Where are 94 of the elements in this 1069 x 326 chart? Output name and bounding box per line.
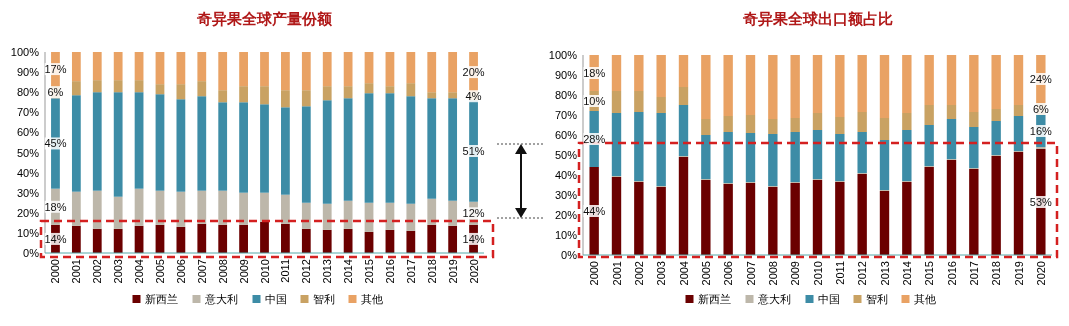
- chart-title: 奇异果全球出口额占比: [741, 10, 893, 27]
- y-tick-label: 40%: [16, 166, 40, 179]
- x-tick-label: 2012: [300, 259, 313, 284]
- x-tick-label: 2003: [112, 259, 125, 284]
- legend-label: 中国: [817, 293, 840, 305]
- x-tick-label: 2001: [70, 259, 83, 284]
- x-tick-label: 2000: [49, 259, 62, 284]
- x-tick-label: 2004: [677, 261, 690, 286]
- x-tick-label: 2010: [258, 259, 271, 284]
- y-tick-label: 100%: [10, 46, 40, 58]
- x-tick-label: 2009: [237, 259, 250, 284]
- y-tick-label: 80%: [16, 86, 40, 99]
- y-tick-label: 20%: [554, 209, 578, 221]
- x-tick-label: 2019: [446, 259, 459, 284]
- y-tick-label: 10%: [16, 226, 40, 239]
- x-tick-label: 2016: [945, 261, 958, 286]
- x-tick-label: 2007: [744, 261, 757, 286]
- y-tick-label: 80%: [554, 89, 578, 101]
- chart-title: 奇异果全球产量份额: [196, 10, 333, 27]
- x-tick-label: 2008: [766, 261, 779, 286]
- y-tick-label: 40%: [554, 169, 578, 181]
- data-label: 44%: [583, 205, 606, 217]
- x-tick-label: 2015: [363, 259, 376, 284]
- legend-label: 中国: [264, 293, 287, 305]
- y-tick-label: 60%: [16, 126, 40, 139]
- y-tick-label: 20%: [16, 206, 40, 219]
- data-label: 6%: [47, 86, 64, 99]
- legend-label: 意大利: [203, 293, 238, 305]
- x-tick-label: 2006: [174, 259, 187, 284]
- data-label: 17%: [44, 63, 67, 76]
- x-tick-label: 2014: [342, 259, 355, 284]
- data-label: 16%: [1029, 125, 1053, 137]
- data-label: 24%: [1029, 73, 1053, 85]
- data-label: 28%: [583, 133, 606, 145]
- x-tick-label: 2006: [722, 261, 735, 286]
- x-tick-label: 2013: [878, 261, 891, 286]
- data-label: 12%: [462, 207, 485, 220]
- legend-label: 智利: [312, 293, 335, 305]
- x-tick-label: 2019: [1012, 261, 1025, 286]
- data-label: 4%: [465, 90, 482, 103]
- y-tick-label: 50%: [16, 146, 40, 159]
- x-tick-label: 2009: [789, 261, 802, 286]
- y-tick-label: 50%: [554, 149, 578, 161]
- x-tick-label: 2011: [279, 259, 292, 283]
- data-label: 18%: [44, 200, 67, 213]
- x-tick-label: 2012: [856, 261, 869, 286]
- x-tick-label: 2016: [383, 259, 396, 284]
- x-tick-label: 2002: [632, 261, 645, 286]
- x-tick-label: 2013: [321, 259, 334, 284]
- x-tick-label: 2011: [833, 261, 846, 285]
- x-tick-label: 2000: [588, 261, 601, 286]
- legend-label: 新西兰: [697, 293, 731, 305]
- data-label: 18%: [583, 67, 606, 79]
- y-tick-label: 70%: [16, 106, 40, 119]
- y-tick-label: 90%: [554, 69, 578, 81]
- legend-label: 新西兰: [144, 293, 178, 305]
- y-tick-label: 30%: [16, 186, 40, 199]
- x-tick-label: 2020: [467, 259, 480, 284]
- x-tick-label: 2004: [133, 259, 146, 284]
- y-tick-label: 70%: [554, 109, 578, 121]
- y-tick-label: 10%: [554, 229, 578, 241]
- x-tick-label: 2002: [91, 259, 104, 284]
- y-tick-label: 0%: [561, 249, 578, 261]
- data-label: 14%: [462, 232, 485, 245]
- data-label: 6%: [1032, 103, 1049, 115]
- y-tick-label: 0%: [23, 247, 40, 259]
- x-tick-label: 2010: [811, 261, 824, 286]
- y-tick-label: 30%: [554, 189, 578, 201]
- x-tick-label: 2018: [425, 259, 438, 284]
- legend-label: 意大利: [756, 293, 791, 305]
- x-tick-label: 2003: [655, 261, 668, 286]
- x-tick-label: 2005: [153, 259, 166, 284]
- x-tick-label: 2008: [216, 259, 229, 284]
- x-tick-label: 2007: [195, 259, 208, 284]
- y-tick-label: 60%: [554, 129, 578, 141]
- x-tick-label: 2017: [967, 261, 980, 286]
- x-tick-label: 2001: [610, 261, 623, 286]
- data-label: 51%: [462, 144, 485, 157]
- y-tick-label: 100%: [548, 49, 578, 61]
- data-label: 20%: [462, 66, 485, 79]
- x-tick-label: 2018: [990, 261, 1003, 286]
- data-label: 53%: [1029, 196, 1053, 208]
- y-tick-label: 90%: [16, 66, 40, 79]
- data-label: 10%: [583, 95, 606, 107]
- x-tick-label: 2005: [699, 261, 712, 286]
- data-label: 14%: [44, 232, 67, 245]
- x-tick-label: 2014: [900, 261, 913, 286]
- data-label: 45%: [44, 137, 67, 150]
- legend-label: 其他: [913, 293, 936, 305]
- x-tick-label: 2020: [1034, 261, 1047, 286]
- legend-label: 其他: [360, 293, 383, 305]
- legend-label: 智利: [865, 293, 888, 305]
- x-tick-label: 2017: [404, 259, 417, 284]
- x-tick-label: 2015: [923, 261, 936, 286]
